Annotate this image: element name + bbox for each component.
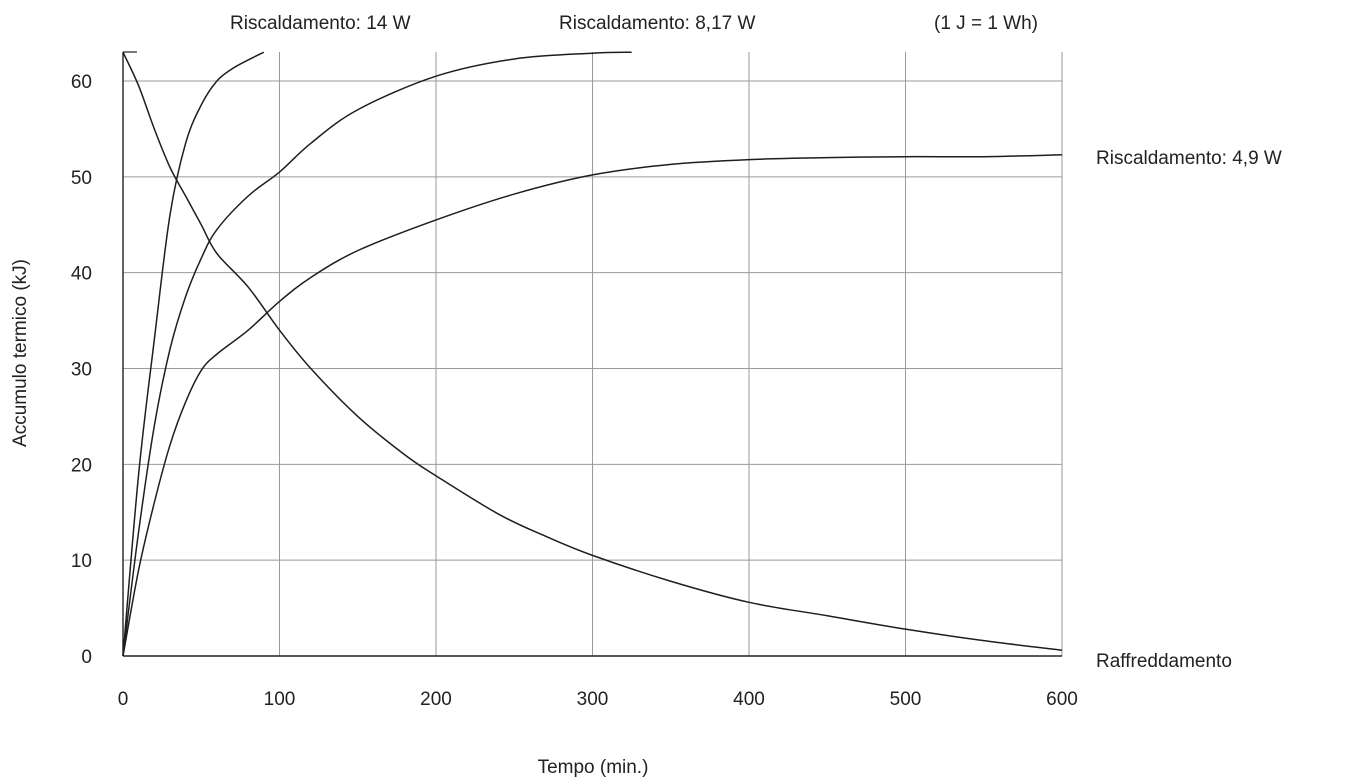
- series-label-cooling: Raffreddamento: [1096, 651, 1232, 672]
- series-line-cooling: [122, 51, 1063, 651]
- series-label-heat-14w: Riscaldamento: 14 W: [230, 13, 411, 34]
- x-tick-label: 100: [264, 689, 296, 710]
- y-tick-label: 50: [71, 168, 92, 189]
- series-label-heat-8-17w: Riscaldamento: 8,17 W: [559, 13, 755, 34]
- x-tick-label: 300: [577, 689, 609, 710]
- series-line-heat-14w: [122, 51, 265, 657]
- x-axis-label: Tempo (min.): [538, 757, 649, 778]
- y-tick-label: 0: [81, 647, 92, 668]
- unit-note: (1 J = 1 Wh): [934, 13, 1038, 34]
- y-tick-label: 10: [71, 551, 92, 572]
- x-tick-label: 400: [733, 689, 765, 710]
- y-axis-label: Accumulo termico (kJ): [10, 259, 31, 447]
- y-tick-label: 40: [71, 264, 92, 285]
- y-tick-label: 20: [71, 455, 92, 476]
- grid: [123, 52, 1063, 656]
- series-label-heat-4-9w: Riscaldamento: 4,9 W: [1096, 148, 1282, 169]
- y-tick-label: 60: [71, 72, 92, 93]
- x-tick-label: 0: [118, 689, 129, 710]
- series-line-heat-4-9w: [122, 154, 1063, 657]
- series-line-heat-8-17w: [122, 51, 632, 657]
- y-tick-label: 30: [71, 360, 92, 381]
- x-tick-label: 200: [420, 689, 452, 710]
- x-tick-label: 500: [890, 689, 922, 710]
- series-group: [122, 51, 1063, 657]
- x-tick-label: 600: [1046, 689, 1078, 710]
